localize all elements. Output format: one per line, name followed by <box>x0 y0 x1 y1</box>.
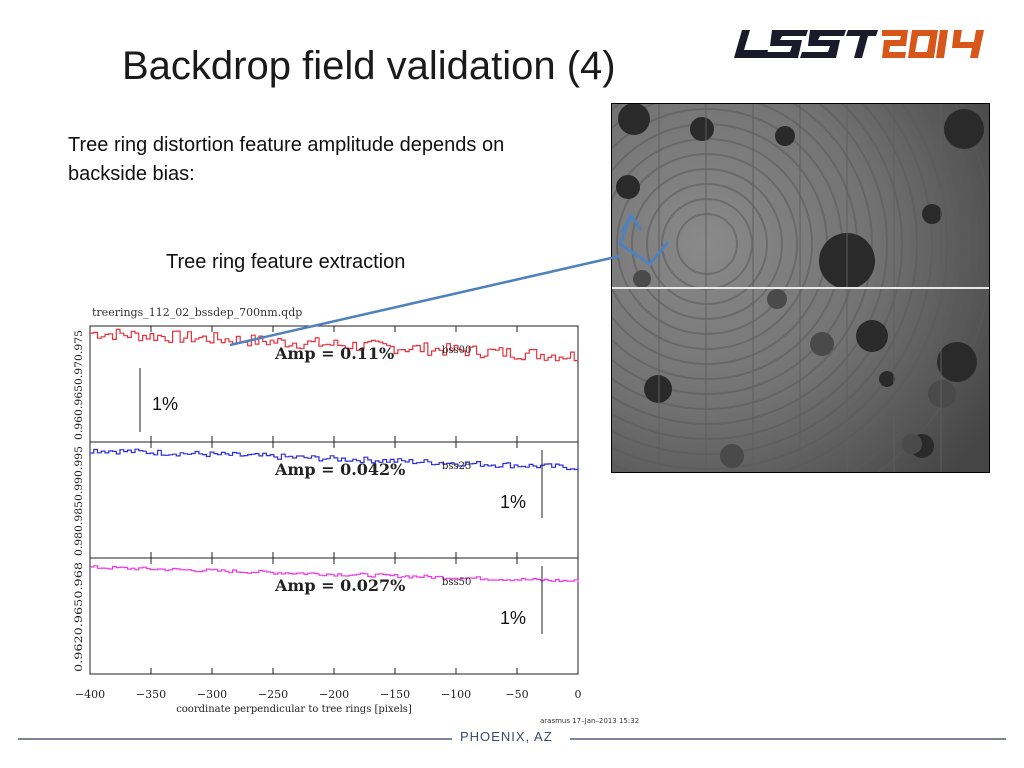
series-name: bss00 <box>442 345 471 356</box>
x-tick-label: −250 <box>258 688 288 701</box>
x-tick-label: −150 <box>380 688 410 701</box>
amplitude-label: Amp = 0.042% <box>274 460 405 479</box>
plot-timestamp: arasmus 17–Jan–2013 15:32 <box>540 717 640 725</box>
x-tick-label: −400 <box>75 688 105 701</box>
x-tick-label: 0 <box>575 688 582 701</box>
series-name: bss25 <box>442 461 471 472</box>
scale-label: 1% <box>152 394 178 414</box>
series-name: bss50 <box>442 577 471 588</box>
sensor-flat-image <box>611 103 990 473</box>
x-tick-label: −350 <box>136 688 166 701</box>
scale-label: 1% <box>500 608 526 628</box>
y-tick-labels: 0.980.9850.990.995 <box>74 446 85 556</box>
lsst-2014-logo <box>734 30 984 58</box>
series-bss25 <box>90 448 579 471</box>
slide-body-text: Tree ring distortion feature amplitude d… <box>68 134 505 185</box>
amplitude-label: Amp = 0.027% <box>274 576 405 595</box>
tree-ring-image <box>612 104 989 472</box>
extraction-label: Tree ring feature extraction <box>166 251 406 273</box>
amplitude-chart: 0.960.9650.970.975 Amp = 0.11% bss00 1% 0.98… <box>74 325 582 715</box>
series-bss50 <box>90 565 579 583</box>
footer-badge <box>452 729 570 745</box>
scale-label: 1% <box>500 492 526 512</box>
x-tick-label: −300 <box>197 688 227 701</box>
x-tick-label: −50 <box>505 688 528 701</box>
x-tick-label: −100 <box>441 688 471 701</box>
y-tick-labels: 0.960.9650.970.975 <box>74 330 85 440</box>
footer-location: PHOENIX, AZ <box>460 729 553 744</box>
x-axis-label: coordinate perpendicular to tree rings [… <box>176 704 412 715</box>
x-tick-label: −200 <box>319 688 349 701</box>
amplitude-label: Amp = 0.11% <box>274 344 394 363</box>
y-tick-labels: 0.9620.9650.968 <box>74 562 85 672</box>
slide-title: Backdrop field validation (4) <box>122 44 616 88</box>
